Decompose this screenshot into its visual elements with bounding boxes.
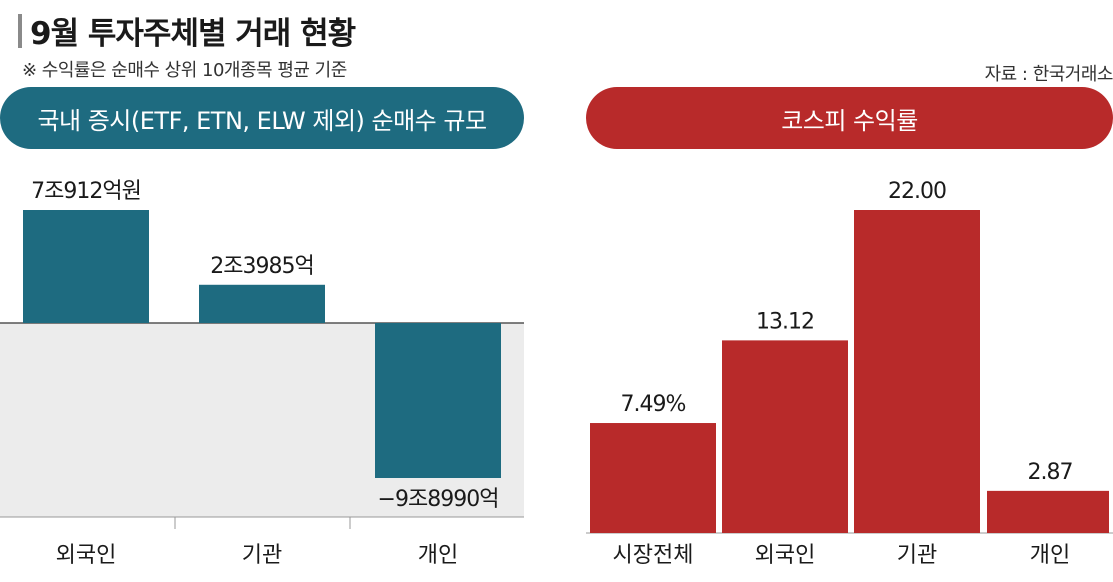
page-title: 9월 투자주체별 거래 현황 [30,16,356,52]
left-value-label-2: −9조8990억 [378,487,499,512]
left-bar-1 [199,284,325,323]
right-category-label-0: 시장전체 [613,543,694,568]
left-value-label-0: 7조912억원 [31,179,141,204]
left-value-label-1: 2조3985억 [210,254,313,279]
right-category-label-3: 개인 [1030,543,1070,568]
left-chart-title: 국내 증시(ETF, ETN, ELW 제외) 순매수 규모 [0,87,524,149]
right-category-label-1: 외국인 [755,543,816,568]
source-note: 자료 : 한국거래소 [984,64,1113,85]
right-bar-0 [590,423,716,533]
right-category-label-2: 기관 [897,543,937,568]
right-bar-1 [722,340,848,533]
left-bar-2 [375,323,501,478]
footnote: ※ 수익률은 순매수 상위 10개종목 평균 기준 [22,60,347,81]
right-bar-2 [854,210,980,533]
right-bar-3 [987,490,1109,533]
left-category-label-2: 개인 [418,543,458,568]
right-value-label-2: 22.00 [888,179,946,204]
right-chart-title: 코스피 수익률 [586,87,1113,149]
right-value-label-0: 7.49% [621,392,686,417]
title-accent-bar [18,14,22,48]
left-category-label-1: 기관 [242,543,282,568]
left-category-label-0: 외국인 [56,543,117,568]
right-value-label-3: 2.87 [1028,460,1073,485]
left-bar-0 [23,210,149,323]
right-value-label-1: 13.12 [756,309,814,334]
